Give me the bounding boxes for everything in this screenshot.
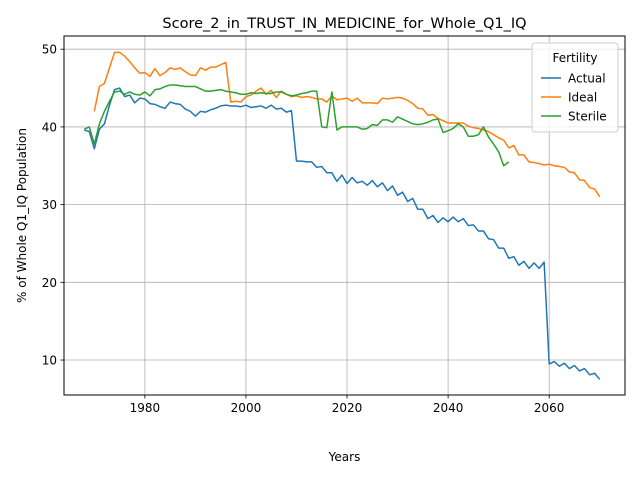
legend-label-ideal: Ideal — [568, 91, 597, 105]
series-line-sterile — [83, 84, 510, 167]
x-tick-label: 2020 — [332, 401, 363, 415]
series-line-ideal — [93, 51, 601, 198]
y-tick-label: 40 — [42, 120, 57, 134]
legend-box — [531, 42, 619, 133]
y-tick-label: 20 — [42, 276, 57, 290]
plot-lines — [83, 51, 601, 380]
x-tick-label: 2040 — [433, 401, 464, 415]
x-tick-label: 1980 — [130, 401, 161, 415]
legend-label-actual: Actual — [568, 72, 606, 86]
series-line-actual — [83, 87, 601, 380]
y-tick-label: 10 — [42, 354, 57, 368]
x-axis-title: Years — [328, 450, 361, 464]
y-axis: 10 20 30 40 50 — [42, 43, 64, 368]
legend: Fertility Actual Ideal Sterile — [531, 42, 619, 133]
x-tick-label: 2000 — [231, 401, 262, 415]
y-axis-title: % of Whole Q1_IQ Population — [15, 128, 29, 303]
legend-label-sterile: Sterile — [568, 110, 607, 124]
y-tick-label: 50 — [42, 43, 57, 57]
y-tick-label: 30 — [42, 198, 57, 212]
x-tick-label: 2060 — [534, 401, 565, 415]
x-axis: 1980 2000 2020 2040 2060 — [130, 395, 565, 415]
chart-title: Score_2_in_TRUST_IN_MEDICINE_for_Whole_Q… — [162, 16, 526, 32]
legend-title: Fertility — [552, 51, 597, 65]
axes-frame — [63, 35, 626, 396]
